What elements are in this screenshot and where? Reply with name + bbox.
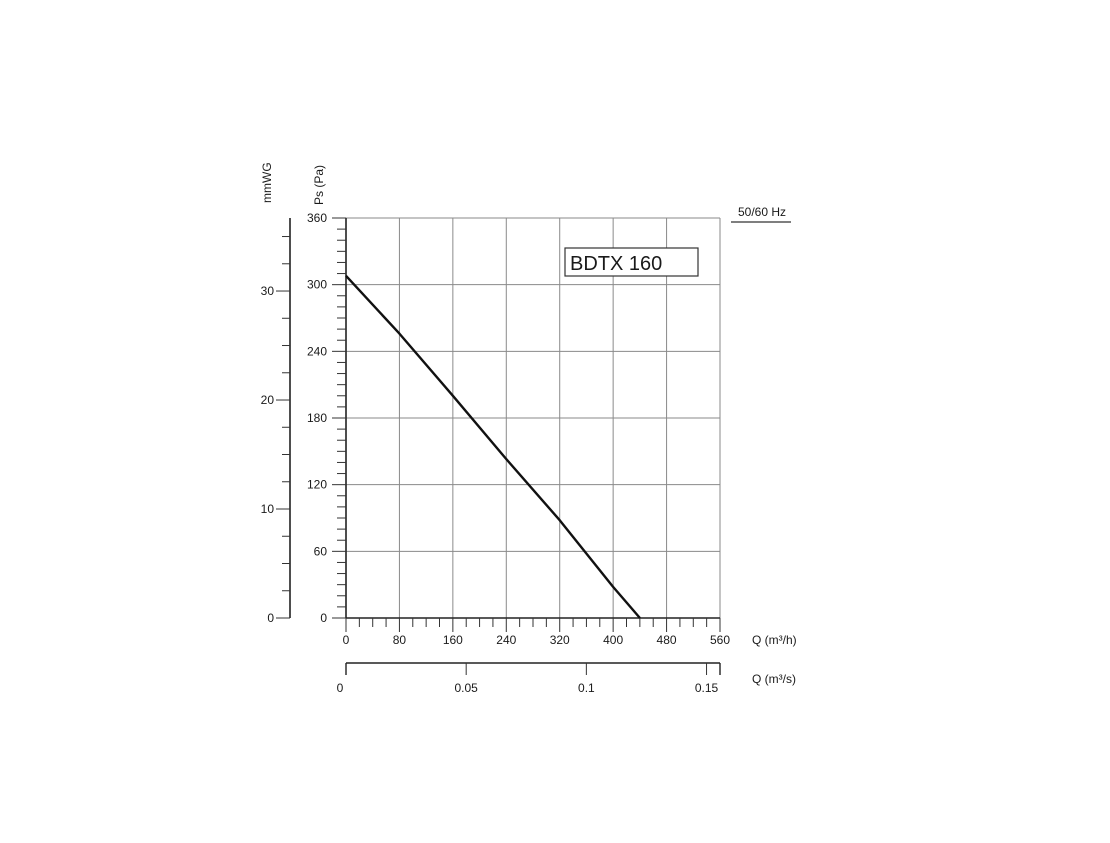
ps-tick-label: 60 <box>314 544 328 558</box>
q-m3h-tick-label: 560 <box>710 633 730 647</box>
model-label-box <box>564 247 699 277</box>
q-m3h-tick-label: 80 <box>393 633 407 647</box>
mmwg-tick-label: 30 <box>261 284 275 298</box>
model-label: BDTX 160 <box>570 253 662 275</box>
ps-axis-ticks: 0 60 120 180 240 300 360 <box>307 211 346 625</box>
q-m3h-axis-title: Q (m³/h) <box>752 633 797 647</box>
mmwg-tick-label: 20 <box>261 393 275 407</box>
q-m3h-tick-label: 320 <box>550 633 570 647</box>
frequency-label: 50/60 Hz <box>738 205 786 219</box>
mmwg-tick-label: 10 <box>261 502 275 516</box>
ps-tick-label: 180 <box>307 411 327 425</box>
q-m3s-tick-label: 0.15 <box>695 681 719 695</box>
q-m3h-tick-label: 0 <box>343 633 350 647</box>
mmwg-tick-label: 0 <box>267 611 274 625</box>
mmwg-axis: 0 10 20 30 <box>261 218 291 625</box>
ps-tick-label: 240 <box>307 344 327 358</box>
q-m3s-tick-label: 0.05 <box>455 681 479 695</box>
ps-tick-label: 300 <box>307 278 327 292</box>
performance-curve <box>345 274 641 619</box>
q-m3h-tick-label: 480 <box>657 633 677 647</box>
q-m3s-axis: 0 0.05 0.1 0.15 <box>337 662 721 695</box>
q-m3s-axis-title: Q (m³/s) <box>752 672 796 686</box>
mmwg-axis-title: mmWG <box>260 162 274 203</box>
ps-axis-title: Ps (Pa) <box>312 165 326 205</box>
q-m3h-tick-label: 240 <box>496 633 516 647</box>
curve-layer <box>345 274 641 619</box>
grid <box>345 217 721 619</box>
q-m3h-tick-label: 160 <box>443 633 463 647</box>
ps-tick-label: 120 <box>307 478 327 492</box>
q-m3h-tick-label: 400 <box>603 633 623 647</box>
ps-tick-label: 0 <box>320 611 327 625</box>
q-m3s-tick-label: 0.1 <box>578 681 595 695</box>
ps-tick-label: 360 <box>307 211 327 225</box>
q-m3s-tick-label: 0 <box>337 681 344 695</box>
q-m3h-axis-ticks: 0 80 160 240 320 400 480 560 <box>343 618 730 647</box>
